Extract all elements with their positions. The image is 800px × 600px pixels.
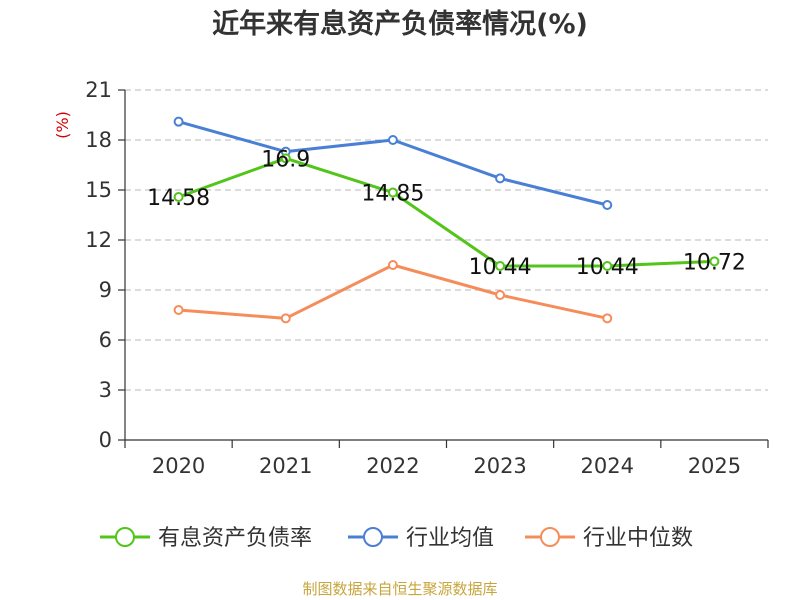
data-point[interactable]: [602, 261, 613, 271]
data-point[interactable]: [709, 256, 720, 267]
x-tick-label: 2020: [152, 454, 205, 478]
legend-label: 有息资产负债率: [158, 526, 312, 551]
data-point[interactable]: [387, 135, 398, 145]
data-label: 10.44: [469, 255, 532, 280]
x-tick-label: 2025: [688, 454, 741, 478]
y-tick-label: 12: [85, 228, 112, 252]
y-tick-label: 0: [99, 428, 112, 452]
data-point[interactable]: [602, 313, 613, 324]
series-line-0: [178, 156, 715, 268]
legend-item-0[interactable]: 有息资产负债率: [100, 526, 312, 551]
y-tick-label: 18: [85, 128, 112, 152]
x-tick-label: 2022: [366, 454, 419, 478]
y-tick-label: 21: [85, 78, 112, 102]
data-point[interactable]: [173, 305, 184, 315]
data-labels: 14.58 16.9 14.85 10.44 10.44 10.72: [147, 147, 746, 280]
y-tick-label: 6: [99, 328, 112, 352]
legend-marker: [540, 527, 560, 547]
data-label: 14.58: [147, 186, 210, 211]
data-label: 10.72: [683, 250, 746, 275]
legend-marker: [363, 527, 383, 547]
data-point[interactable]: [602, 200, 613, 210]
series-group: [173, 116, 720, 324]
data-point[interactable]: [387, 187, 398, 198]
y-tick-label: 15: [85, 178, 112, 202]
data-point[interactable]: [280, 313, 291, 324]
data-point[interactable]: [173, 116, 184, 127]
data-label: 16.9: [261, 147, 310, 172]
legend-item-1[interactable]: 行业均值: [348, 526, 494, 551]
grid-lines: [125, 89, 768, 391]
y-tick-label: 3: [99, 378, 112, 402]
chart-title: 近年来有息资产负债率情况(%): [212, 8, 588, 40]
legend[interactable]: 有息资产负债率 行业均值 行业中位数: [100, 526, 693, 551]
data-point[interactable]: [387, 260, 398, 270]
data-point[interactable]: [495, 261, 506, 271]
data-point[interactable]: [280, 153, 291, 164]
x-tick-label: 2024: [581, 454, 634, 478]
series-line-2: [178, 263, 608, 320]
x-tick-label: 2023: [473, 454, 526, 478]
data-point[interactable]: [495, 290, 506, 300]
legend-item-2[interactable]: 行业中位数: [525, 526, 693, 551]
x-tick-label: 2021: [259, 454, 312, 478]
axes: 0 3 6 9 12 15 18 21 2020 2021 2022 2023 2024 2025: [85, 78, 769, 478]
legend-label: 行业均值: [406, 526, 494, 551]
data-label: 14.85: [361, 182, 424, 207]
data-label: 10.44: [576, 255, 639, 280]
data-point[interactable]: [495, 173, 506, 184]
legend-marker: [115, 527, 135, 547]
y-tick-label: 9: [99, 278, 112, 302]
data-point[interactable]: [173, 192, 184, 202]
legend-label: 行业中位数: [583, 526, 693, 551]
y-axis-label: (%): [53, 111, 72, 139]
source-note: 制图数据来自恒生聚源数据库: [302, 580, 497, 598]
